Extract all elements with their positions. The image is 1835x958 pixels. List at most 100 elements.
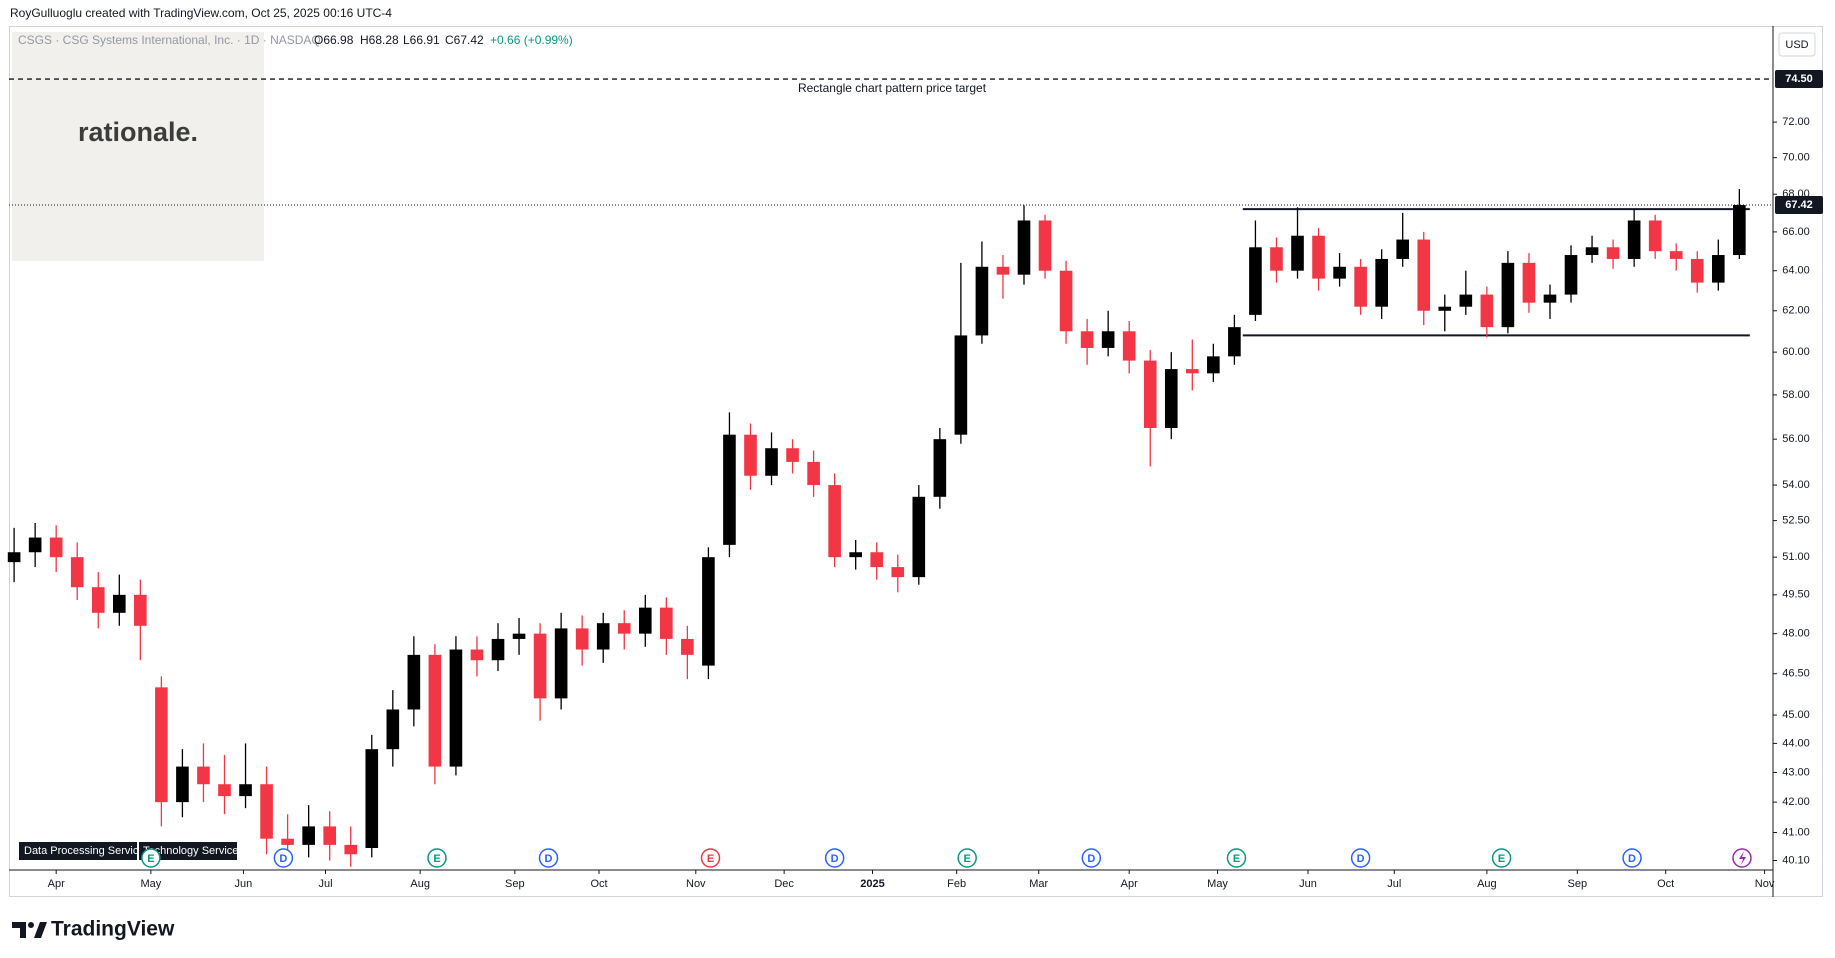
event-marker[interactable] — [427, 848, 447, 868]
y-tick-label: 42.00 — [1782, 796, 1810, 808]
candle-body — [1059, 270, 1073, 332]
target-price-tag-box — [1775, 70, 1823, 89]
currency: USD — [1785, 39, 1808, 51]
candle-body — [407, 654, 421, 710]
candle-body — [891, 567, 905, 578]
candle-body — [849, 552, 862, 558]
candle-body — [1249, 247, 1262, 315]
event-marker[interactable] — [538, 848, 559, 868]
y-tick-label: 60.00 — [1782, 346, 1810, 358]
candle-body — [1711, 255, 1725, 283]
ohlc-low: L66.91 — [403, 33, 440, 47]
x-tick-label: Jul — [1387, 878, 1401, 890]
candle-body — [428, 654, 442, 767]
x-tick-label: Aug — [410, 878, 430, 890]
target-text: Rectangle chart pattern price target — [798, 81, 987, 95]
y-tick-label: 41.00 — [1782, 826, 1810, 838]
x-tick-label: Dec — [774, 878, 794, 890]
candle-body — [554, 628, 568, 699]
event-label: D — [545, 853, 553, 865]
candle-body — [134, 594, 147, 626]
candle-body — [765, 448, 778, 476]
candle-body — [1648, 220, 1662, 252]
last-price-tag-box — [1775, 196, 1823, 215]
candle-body — [870, 552, 884, 568]
candle-body — [1480, 294, 1494, 328]
candle-body — [344, 844, 358, 855]
ohlc-high: H68.28 — [360, 33, 399, 47]
candle-body — [575, 628, 589, 650]
y-tick-label: 48.00 — [1782, 628, 1810, 640]
y-tick-label: 43.00 — [1782, 766, 1810, 778]
ohlc-close: C67.42 — [445, 33, 484, 47]
event-marker[interactable] — [1491, 848, 1512, 868]
event-marker[interactable] — [700, 848, 721, 868]
candle-body — [744, 434, 757, 476]
legend: CSGS · CSG Systems International, Inc. ·… — [18, 33, 573, 47]
y-tick-label: 44.00 — [1782, 737, 1810, 749]
candle-body — [1228, 327, 1241, 357]
event-label: D — [279, 853, 287, 865]
event-label: E — [433, 853, 440, 865]
candle-body — [1333, 266, 1346, 279]
candle-body — [638, 607, 652, 634]
y-tick-label: 70.00 — [1782, 152, 1810, 164]
candle-body — [1690, 258, 1704, 283]
event-marker[interactable] — [957, 848, 977, 868]
event-label: E — [1233, 853, 1240, 865]
y-tick-label: 40.10 — [1782, 854, 1810, 866]
currency-box[interactable] — [1778, 32, 1816, 57]
candle-body — [1501, 262, 1515, 328]
candle-body — [975, 266, 989, 336]
candle-body — [1291, 235, 1304, 271]
logo-box — [12, 32, 264, 261]
candle-body — [660, 607, 673, 639]
x-tick-label: Nov — [1755, 878, 1775, 890]
candle-body — [996, 266, 1010, 275]
chart-frame — [9, 26, 1823, 897]
candle-body — [533, 633, 547, 699]
candle-body — [1543, 294, 1557, 303]
candle-body — [1627, 220, 1641, 259]
candle-body — [702, 557, 715, 666]
candle-body — [617, 623, 631, 634]
candle-body — [239, 784, 252, 797]
candle-body — [786, 448, 799, 462]
event-marker[interactable] — [824, 848, 845, 868]
candle-body — [912, 496, 926, 578]
candle-body — [1122, 331, 1136, 361]
x-tick-label: Feb — [947, 878, 966, 890]
event-label: D — [831, 853, 839, 865]
candle-body — [1270, 247, 1283, 271]
footer-icon — [34, 922, 47, 938]
candle-body — [386, 709, 400, 750]
event-marker[interactable] — [1622, 848, 1642, 868]
candle-body — [1585, 247, 1599, 256]
candle-body — [1143, 360, 1157, 428]
x-tick-label: May — [1207, 878, 1228, 890]
candle-body — [1101, 331, 1115, 348]
candle-body — [176, 766, 189, 803]
tag-box — [139, 842, 237, 860]
event-marker[interactable] — [1081, 848, 1102, 868]
candle-body — [807, 461, 820, 486]
candle-body — [470, 649, 484, 661]
last-price-tag: 67.42 — [1785, 199, 1813, 211]
event-marker[interactable] — [1350, 848, 1371, 868]
attribution: RoyGulluoglu created with TradingView.co… — [10, 6, 392, 20]
event-label: D — [1628, 853, 1636, 865]
x-tick-label: Jul — [318, 878, 332, 890]
x-tick-label: Apr — [48, 878, 65, 890]
candle-body — [596, 623, 610, 650]
candle-body — [1522, 262, 1536, 303]
footer-icon — [12, 922, 26, 938]
event-marker[interactable] — [141, 848, 161, 868]
candles — [7, 189, 1746, 867]
x-tick-label: Nov — [686, 878, 706, 890]
candle-body — [1564, 255, 1578, 295]
event-marker[interactable] — [1226, 848, 1247, 868]
event-label: E — [964, 853, 971, 865]
y-tick-label: 56.00 — [1782, 433, 1810, 445]
event-marker[interactable] — [273, 848, 294, 868]
tag: Technology Services — [143, 845, 244, 857]
